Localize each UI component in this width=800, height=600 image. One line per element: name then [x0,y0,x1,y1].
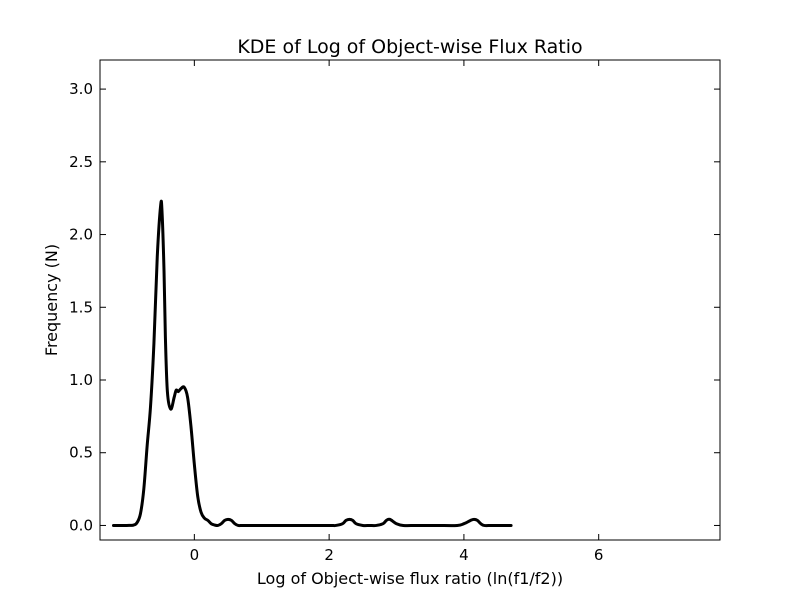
y-tick-label: 1.5 [69,298,93,316]
y-tick-label: 0.5 [69,444,93,462]
y-tick-label: 2.5 [69,153,93,171]
x-tick-label: 0 [190,546,200,564]
kde-series-line [111,199,513,528]
x-tick-label: 4 [459,546,469,564]
y-tick-label: 3.0 [69,80,93,98]
plot-area-frame [99,59,721,541]
y-tick-label: 2.0 [69,226,93,244]
x-tick-label: 6 [594,546,604,564]
x-ticks: 0 2 4 6 [190,60,604,564]
chart-title: KDE of Log of Object-wise Flux Ratio [237,36,582,58]
y-tick-label: 0.0 [69,516,93,534]
y-ticks: 0.0 0.5 1.0 1.5 2.0 2.5 3.0 [69,80,720,534]
y-tick-label: 1.0 [69,371,93,389]
x-axis-label: Log of Object-wise flux ratio (ln(f1/f2)… [257,569,563,588]
y-axis-label: Frequency (N) [42,244,61,356]
x-tick-label: 2 [324,546,334,564]
